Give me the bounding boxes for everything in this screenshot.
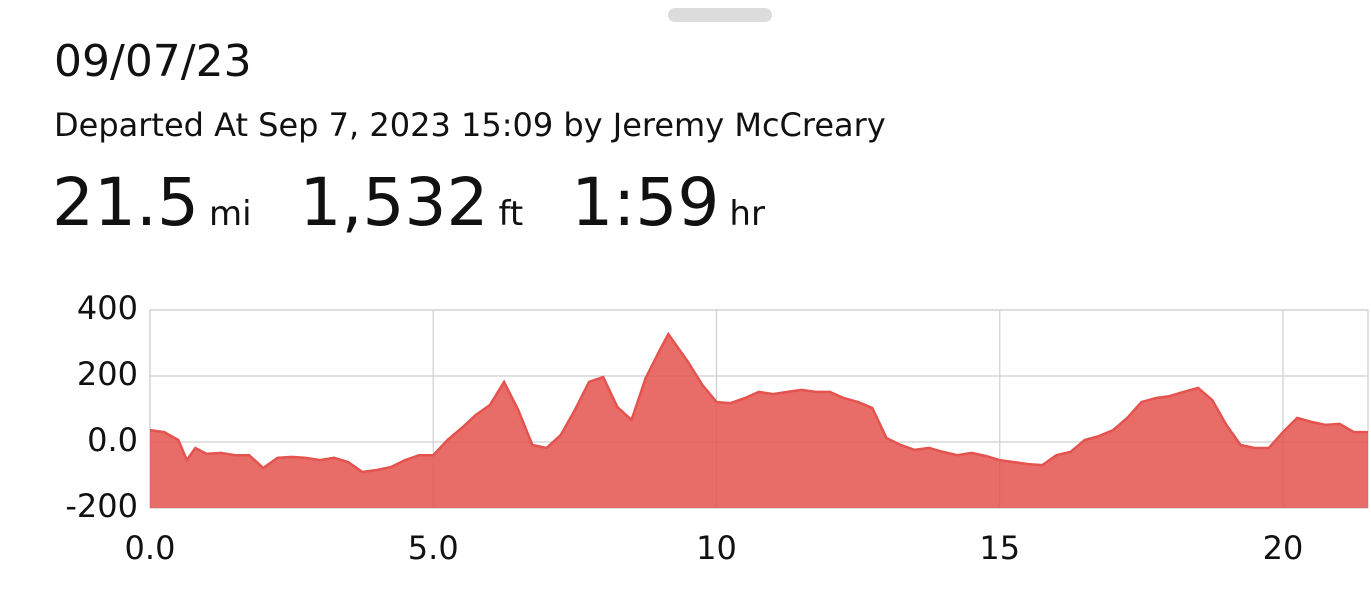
stat: 1,532 ft <box>300 164 524 241</box>
x-tick-label: 15 <box>979 529 1020 567</box>
stat: 21.5 mi <box>52 164 252 241</box>
subtitle: Departed At Sep 7, 2023 15:09 by Jeremy … <box>54 106 886 144</box>
stats: 21.5 mi 1,532 ft 1:59 hr <box>52 164 813 241</box>
x-tick-label: 10 <box>696 529 737 567</box>
title: 09/07/23 <box>54 36 252 87</box>
x-tick-label: 20 <box>1263 529 1304 567</box>
y-tick-label: 200 <box>77 355 138 393</box>
stat-unit: ft <box>498 194 524 234</box>
stat-unit: mi <box>208 194 252 234</box>
elevation-line <box>149 331 1368 474</box>
y-tick-label: 400 <box>77 289 138 327</box>
y-tick-label: 0.0 <box>87 421 138 459</box>
stat-unit: hr <box>729 194 765 234</box>
stat-value: 1,532 <box>299 164 489 241</box>
drag-handle[interactable] <box>668 8 772 22</box>
x-tick-label: 0.0 <box>125 529 176 567</box>
stat-value: 21.5 <box>52 164 199 241</box>
y-tick-label: -200 <box>65 487 138 525</box>
elevation-area <box>150 334 1368 508</box>
x-tick-label: 5.0 <box>408 529 459 567</box>
stat: 1:59 hr <box>571 164 765 241</box>
stat-value: 1:59 <box>571 164 720 241</box>
